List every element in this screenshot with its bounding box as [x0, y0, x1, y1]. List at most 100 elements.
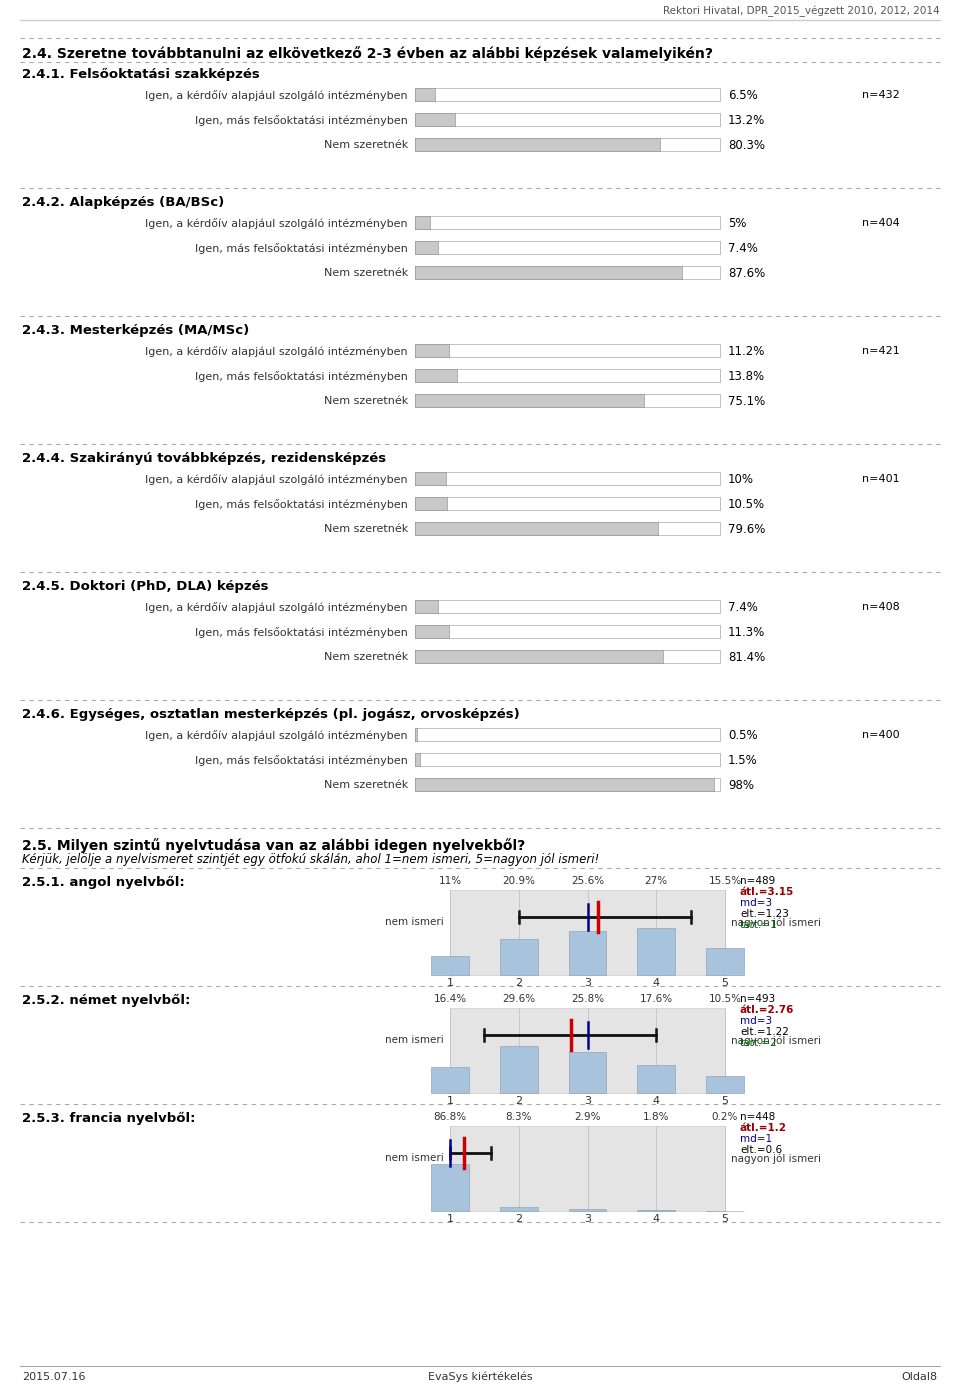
Text: 13.2%: 13.2%: [728, 114, 765, 127]
Text: Nem szeretnék: Nem szeretnék: [324, 268, 408, 279]
Bar: [707, 949, 744, 975]
Bar: [500, 1046, 538, 1094]
Bar: [415, 393, 644, 407]
Text: Igen, a kérdőív alapjául szolgáló intézményben: Igen, a kérdőív alapjául szolgáló intézm…: [145, 91, 408, 100]
Text: Nem szeretnék: Nem szeretnék: [324, 396, 408, 406]
Text: Igen, más felsőoktatási intézményben: Igen, más felsőoktatási intézményben: [195, 114, 408, 126]
Text: Igen, más felsőoktatási intézményben: Igen, más felsőoktatási intézményben: [195, 755, 408, 766]
Text: 5: 5: [722, 1096, 729, 1106]
Text: md=1: md=1: [740, 1134, 772, 1144]
Bar: [415, 753, 720, 766]
Text: 2.5. Milyen szintű nyelvtudása van az alábbi idegen nyelvekből?: 2.5. Milyen szintű nyelvtudása van az al…: [22, 838, 525, 852]
Bar: [415, 497, 447, 511]
Text: 1: 1: [446, 1214, 453, 1223]
Bar: [450, 890, 725, 975]
Text: 2.4.4. Szakirányú továbbképzés, rezidensképzés: 2.4.4. Szakirányú továbbképzés, rezidens…: [22, 452, 386, 465]
Text: 10.5%: 10.5%: [708, 995, 741, 1004]
Bar: [431, 956, 468, 975]
Bar: [415, 266, 720, 279]
Bar: [450, 1126, 725, 1211]
Bar: [415, 216, 720, 229]
Text: 2.9%: 2.9%: [574, 1112, 601, 1122]
Bar: [415, 393, 720, 407]
Text: 4: 4: [653, 1096, 660, 1106]
Bar: [415, 472, 445, 485]
Text: n=408: n=408: [862, 603, 900, 612]
Text: Igen, más felsőoktatási intézményben: Igen, más felsőoktatási intézményben: [195, 626, 408, 638]
Bar: [415, 650, 720, 663]
Text: Igen, a kérdőív alapjául szolgáló intézményben: Igen, a kérdőív alapjául szolgáló intézm…: [145, 603, 408, 612]
Bar: [415, 472, 720, 485]
Text: 86.8%: 86.8%: [433, 1112, 467, 1122]
Text: 2: 2: [516, 1096, 522, 1106]
Bar: [415, 266, 683, 279]
Text: Nem szeretnék: Nem szeretnék: [324, 780, 408, 791]
Text: Kérjük, jelölje a nyelvismeret szintjét egy ötfokú skálán, ahol 1=nem ismeri, 5=: Kérjük, jelölje a nyelvismeret szintjét …: [22, 852, 599, 866]
Bar: [415, 138, 720, 151]
Text: n=493: n=493: [740, 995, 776, 1004]
Text: 2.4. Szeretne továbbtanulni az elkövetkező 2-3 évben az alábbi képzések valamely: 2.4. Szeretne továbbtanulni az elkövetke…: [22, 46, 713, 61]
Text: Igen, más felsőoktatási intézményben: Igen, más felsőoktatási intézményben: [195, 243, 408, 254]
Text: 8.3%: 8.3%: [506, 1112, 532, 1122]
Bar: [415, 778, 720, 791]
Text: Igen, a kérdőív alapjául szolgáló intézményben: Igen, a kérdőív alapjául szolgáló intézm…: [145, 730, 408, 741]
Text: 6.5%: 6.5%: [728, 89, 757, 102]
Bar: [415, 216, 720, 229]
Bar: [415, 345, 449, 357]
Text: 4: 4: [653, 1214, 660, 1223]
Text: tart.=2: tart.=2: [740, 1038, 778, 1048]
Text: 98%: 98%: [728, 778, 754, 792]
Text: 2015.07.16: 2015.07.16: [22, 1373, 85, 1382]
Bar: [415, 497, 720, 511]
Text: 3: 3: [584, 978, 591, 988]
Text: 75.1%: 75.1%: [728, 395, 765, 407]
Text: 11.3%: 11.3%: [728, 626, 765, 639]
Text: 2.4.6. Egységes, osztatlan mesterképzés (pl. jogász, orvosképzés): 2.4.6. Egységes, osztatlan mesterképzés …: [22, 709, 519, 721]
Text: 80.3%: 80.3%: [728, 140, 765, 152]
Bar: [415, 88, 720, 100]
Text: 15.5%: 15.5%: [708, 876, 741, 886]
Bar: [415, 345, 720, 357]
Bar: [415, 625, 449, 638]
Text: 7.4%: 7.4%: [728, 241, 757, 255]
Bar: [568, 1052, 607, 1094]
Bar: [415, 241, 720, 254]
Text: elt.=1.23: elt.=1.23: [740, 910, 789, 919]
Text: n=432: n=432: [862, 91, 900, 100]
Bar: [431, 1165, 468, 1211]
Text: 25.6%: 25.6%: [571, 876, 604, 886]
Bar: [415, 522, 658, 536]
Text: 0.2%: 0.2%: [711, 1112, 738, 1122]
Text: 5: 5: [722, 1214, 729, 1223]
Text: nagyon jól ismeri: nagyon jól ismeri: [731, 1035, 821, 1045]
Bar: [415, 753, 720, 766]
Bar: [415, 625, 720, 638]
Text: 2.4.2. Alapképzés (BA/BSc): 2.4.2. Alapképzés (BA/BSc): [22, 197, 225, 209]
Text: 20.9%: 20.9%: [502, 876, 536, 886]
Text: 1.5%: 1.5%: [728, 755, 757, 767]
Text: 2.5.1. angol nyelvből:: 2.5.1. angol nyelvből:: [22, 876, 184, 889]
Bar: [450, 1009, 725, 1094]
Bar: [415, 370, 720, 382]
Text: 87.6%: 87.6%: [728, 266, 765, 280]
Bar: [415, 216, 430, 229]
Text: 2.4.5. Doktori (PhD, DLA) képzés: 2.4.5. Doktori (PhD, DLA) képzés: [22, 580, 269, 593]
Bar: [415, 138, 660, 151]
Bar: [415, 522, 720, 536]
Text: 1: 1: [446, 1096, 453, 1106]
Text: md=3: md=3: [740, 1016, 772, 1025]
Text: n=400: n=400: [862, 731, 900, 741]
Bar: [500, 939, 538, 975]
Text: Nem szeretnék: Nem szeretnék: [324, 141, 408, 151]
Bar: [415, 522, 720, 536]
Bar: [415, 345, 720, 357]
Text: Igen, a kérdőív alapjául szolgáló intézményben: Igen, a kérdőív alapjául szolgáló intézm…: [145, 474, 408, 485]
Text: 17.6%: 17.6%: [639, 995, 673, 1004]
Text: Oldal8: Oldal8: [901, 1373, 938, 1382]
Text: 25.8%: 25.8%: [571, 995, 604, 1004]
Text: Igen, más felsőoktatási intézményben: Igen, más felsőoktatási intézményben: [195, 499, 408, 511]
Bar: [415, 728, 720, 741]
Bar: [637, 1066, 675, 1094]
Text: 11.2%: 11.2%: [728, 345, 765, 359]
Bar: [431, 1067, 468, 1094]
